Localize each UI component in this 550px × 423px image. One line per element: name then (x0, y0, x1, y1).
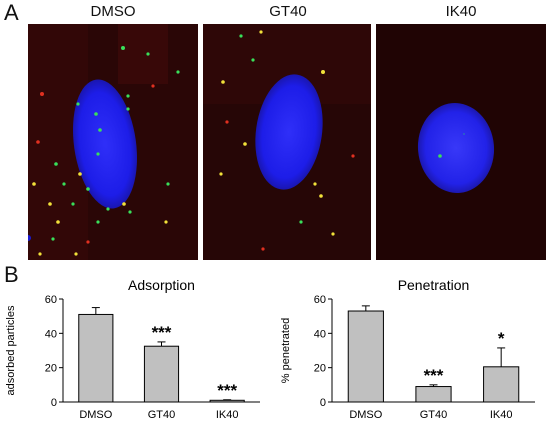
significance-marker: *** (424, 366, 444, 385)
y-tick-label: 20 (45, 363, 57, 375)
x-tick-label: IK40 (490, 409, 513, 421)
x-tick-label: GT40 (148, 409, 176, 421)
bar-ik40 (483, 366, 520, 403)
x-tick-label: GT40 (420, 409, 448, 421)
y-axis-label: % penetrated (280, 318, 292, 383)
y-tick-label: 20 (314, 363, 326, 375)
chart-title: Penetration (398, 277, 470, 293)
particles (438, 133, 465, 158)
x-tick-label: DMSO (349, 409, 382, 421)
particles (219, 30, 355, 251)
cell-nucleus (417, 103, 495, 193)
x-tick-label: DMSO (79, 409, 112, 421)
bar-dmso (347, 310, 384, 403)
y-tick-label: 40 (45, 328, 57, 340)
x-tick-label: IK40 (216, 409, 239, 421)
panel-label-b: B (4, 262, 19, 287)
bar-gt40 (143, 345, 180, 403)
significance-marker: *** (152, 323, 172, 342)
image-title-dmso: DMSO (90, 3, 136, 20)
image-title-gt40: GT40 (269, 3, 307, 20)
significance-marker: *** (217, 381, 237, 400)
cell-nucleus (255, 74, 323, 190)
cell-nucleus (72, 79, 138, 209)
y-axis-label: adsorbed particles (5, 305, 17, 395)
bar-dmso (78, 313, 114, 403)
y-tick-label: 60 (45, 294, 57, 306)
image-title-ik40: IK40 (445, 3, 477, 20)
chart-title: Adsorption (128, 277, 195, 293)
micrograph-dmso (28, 24, 198, 260)
y-tick-label: 60 (314, 294, 326, 306)
y-tick-label: 0 (51, 397, 57, 409)
micrograph-gt40 (203, 24, 371, 260)
y-tick-label: 0 (320, 397, 326, 409)
y-tick-label: 40 (314, 328, 326, 340)
bar-gt40 (415, 386, 452, 403)
bar-ik40 (209, 399, 245, 403)
chart-adsorption: Adsorption adsorbed particles 0 20 40 60 DMSO G… (0, 268, 275, 423)
chart-penetration: Penetration% penetrated 0 20 40 60 DMSO GT40 **… (275, 268, 550, 423)
chart-adsorption-svg: Adsorption adsorbed particles 0 20 40 60 DMSO G… (5, 277, 260, 421)
particles (28, 46, 180, 256)
panel-label-a: A (4, 0, 19, 25)
micrograph-ik40 (376, 24, 546, 260)
significance-marker: * (498, 329, 505, 348)
